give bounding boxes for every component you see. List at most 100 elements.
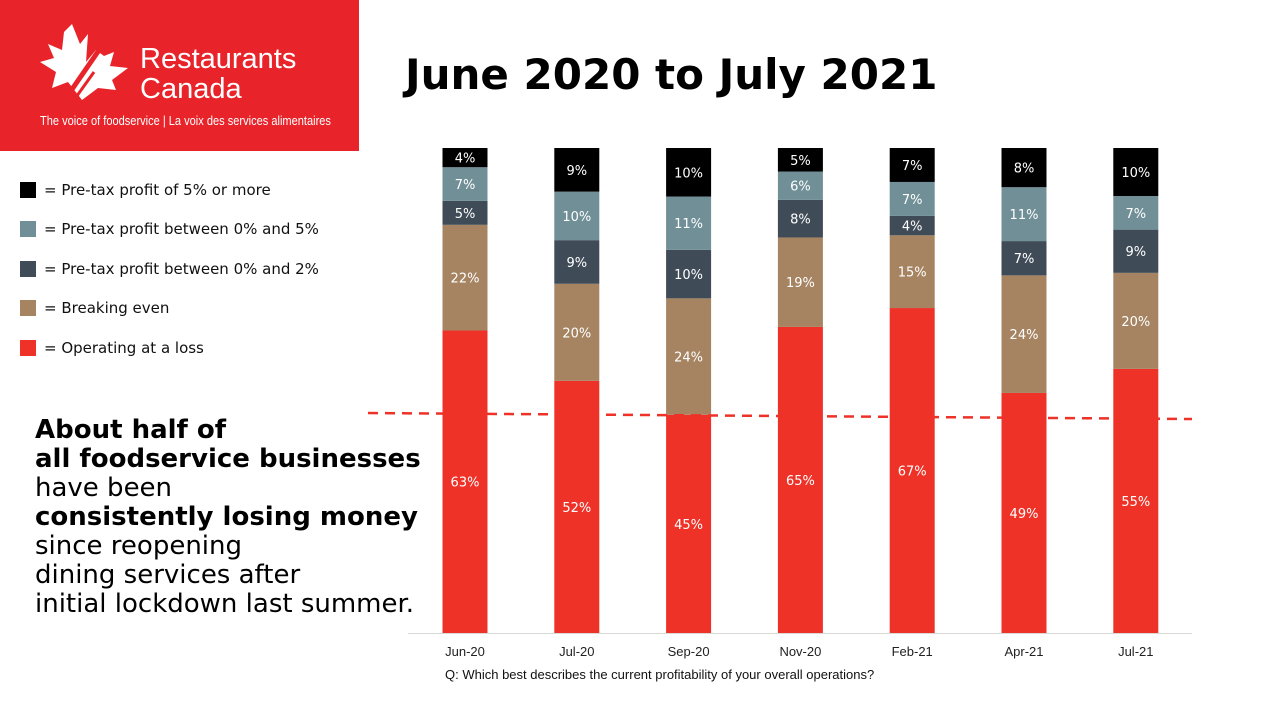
data-label: 9% — [566, 256, 587, 271]
bar-segment — [889, 308, 935, 633]
bar-segment — [554, 191, 600, 241]
callout-line: have been — [35, 473, 173, 503]
bar-segment — [777, 171, 823, 200]
legend-label: = Pre-tax profit between 0% and 2% — [44, 259, 319, 278]
bar-segment — [1113, 272, 1159, 369]
legend-item: = Pre-tax profit of 5% or more — [20, 170, 319, 210]
legend-swatch — [20, 339, 36, 356]
callout-line: dining services after — [35, 560, 301, 590]
data-label: 5% — [790, 154, 811, 169]
data-label: 10% — [674, 166, 703, 181]
data-label: 22% — [451, 272, 480, 287]
logo-tagline: The voice of foodservice | La voix des s… — [40, 113, 331, 128]
legend-label: = Pre-tax profit of 5% or more — [44, 180, 271, 199]
bar-segment — [889, 235, 935, 309]
bar-segment — [1001, 275, 1047, 393]
logo-name-line2: Canada — [140, 73, 242, 105]
bar-segment — [554, 148, 600, 192]
data-label: 11% — [674, 217, 703, 232]
legend-label: = Breaking even — [44, 299, 170, 318]
survey-question: Q: Which best describes the current prof… — [445, 667, 875, 682]
callout-line: consistently losing money — [35, 502, 418, 532]
bar-segment — [1001, 187, 1047, 242]
bar-segment — [1001, 392, 1047, 633]
maple-leaf-cutlery-icon — [40, 24, 128, 101]
bar-segment — [666, 414, 712, 633]
bar-segment — [889, 148, 935, 182]
bar-segment — [777, 199, 823, 238]
data-label: 55% — [1121, 495, 1150, 510]
x-tick-label: Jun-20 — [445, 644, 485, 659]
bar-segment — [442, 148, 488, 168]
bar-segment — [554, 283, 600, 381]
legend-item: = Pre-tax profit between 0% and 5% — [20, 210, 319, 250]
data-label: 10% — [562, 210, 591, 225]
callout-line: About half of — [35, 415, 227, 445]
data-label: 10% — [1121, 166, 1150, 181]
data-label: 63% — [451, 476, 480, 491]
data-label: 67% — [898, 465, 927, 480]
bar-segment — [442, 224, 488, 331]
legend-swatch — [20, 260, 36, 277]
bar-segment — [442, 330, 488, 633]
bar-segment — [777, 237, 823, 327]
data-label: 8% — [790, 213, 811, 228]
data-label: 10% — [674, 268, 703, 283]
legend-label: = Pre-tax profit between 0% and 5% — [44, 220, 319, 239]
bar-segment — [1113, 229, 1159, 273]
data-label: 15% — [898, 266, 927, 281]
legend: = Pre-tax profit of 5% or more = Pre-tax… — [20, 170, 319, 368]
bar-segment — [666, 196, 712, 250]
data-label: 7% — [1014, 252, 1035, 267]
legend-item: = Breaking even — [20, 289, 319, 329]
bar-segment — [554, 380, 600, 633]
callout-line: all foodservice businesses — [35, 444, 421, 474]
data-label: 20% — [1121, 315, 1150, 330]
data-label: 19% — [786, 276, 815, 291]
logo-name-line1: Restaurants — [140, 43, 297, 75]
data-label: 7% — [455, 178, 476, 193]
x-tick-label: Nov-20 — [779, 644, 821, 659]
data-label: 24% — [674, 351, 703, 366]
data-label: 7% — [1125, 207, 1146, 222]
data-label: 7% — [902, 193, 923, 208]
data-label: 49% — [1010, 507, 1039, 522]
bar-segment — [889, 181, 935, 216]
bar-segment — [777, 148, 823, 172]
data-label: 9% — [1125, 245, 1146, 260]
bar-segment — [889, 215, 935, 236]
x-tick-label: Jul-20 — [559, 644, 594, 659]
bar-segment — [442, 200, 488, 225]
legend-item: = Pre-tax profit between 0% and 2% — [20, 249, 319, 289]
data-label: 4% — [455, 152, 476, 167]
page-title: June 2020 to July 2021 — [405, 50, 938, 99]
bar-segment — [666, 298, 712, 415]
legend-swatch — [20, 181, 36, 198]
data-label: 4% — [902, 220, 923, 235]
data-label: 45% — [674, 518, 703, 533]
bar-segment — [1113, 368, 1159, 633]
x-tick-label: Sep-20 — [668, 644, 710, 659]
bar-segment — [1113, 196, 1159, 230]
legend-item: = Operating at a loss — [20, 328, 319, 368]
bar-segment — [777, 326, 823, 633]
data-label: 8% — [1014, 162, 1035, 177]
x-tick-label: Jul-21 — [1118, 644, 1153, 659]
data-label: 52% — [562, 501, 591, 516]
data-label: 24% — [1010, 328, 1039, 343]
data-label: 20% — [562, 326, 591, 341]
callout-line: initial lockdown last summer. — [35, 589, 415, 619]
data-label: 9% — [566, 164, 587, 179]
bar-segment — [1001, 148, 1047, 188]
legend-swatch — [20, 221, 36, 238]
callout-text: About half of all foodservice businesses… — [35, 416, 421, 619]
data-label: 5% — [455, 207, 476, 222]
bar-segment — [666, 148, 712, 197]
bar-segment — [442, 167, 488, 201]
callout-line: since reopening — [35, 531, 243, 561]
data-label: 6% — [790, 180, 811, 195]
legend-swatch — [20, 300, 36, 317]
data-label: 7% — [902, 159, 923, 174]
data-label: 65% — [786, 474, 815, 489]
